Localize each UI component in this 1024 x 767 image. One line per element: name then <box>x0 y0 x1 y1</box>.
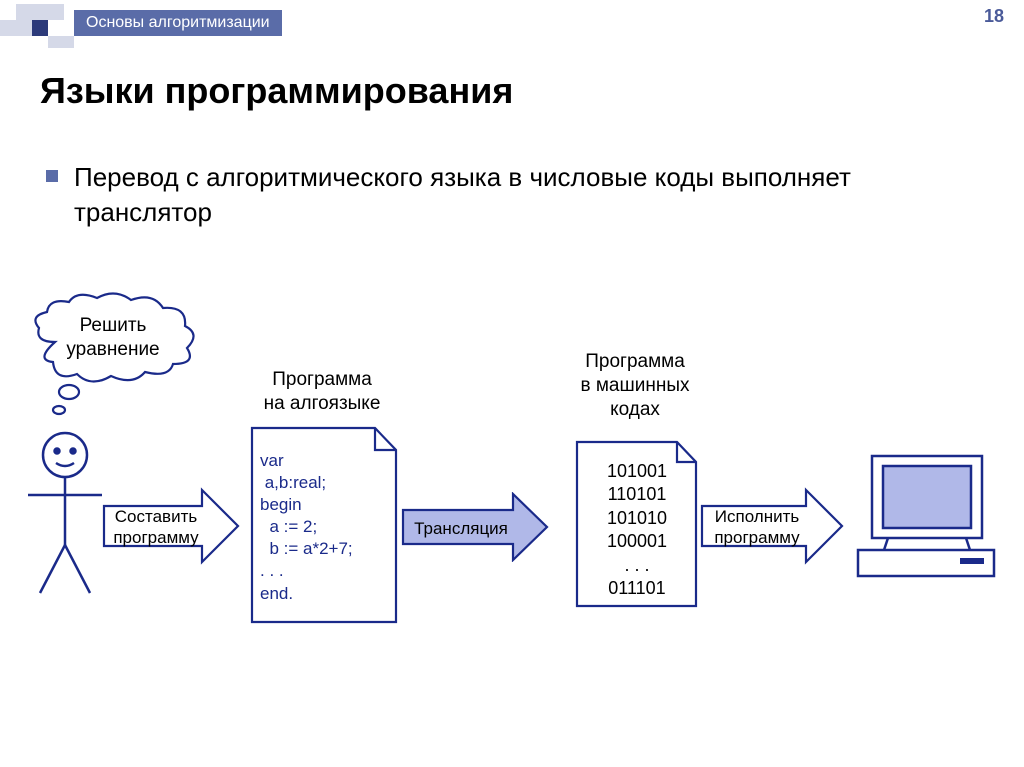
page-title: Языки программирования <box>40 70 513 112</box>
computer-icon <box>850 450 1000 600</box>
code-content: var a,b:real; begin a := 2; b := a*2+7; … <box>260 450 390 605</box>
arrow2-label: Трансляция <box>406 518 516 539</box>
doc1-label: Программа на алгоязыке <box>242 368 402 416</box>
arrow1-label: Составить программу <box>108 506 204 549</box>
thought-cloud-icon <box>25 292 205 432</box>
breadcrumb: Основы алгоритмизации <box>74 10 282 36</box>
breadcrumb-text: Основы алгоритмизации <box>86 14 270 32</box>
doc2-label: Программа в машинных кодах <box>555 350 715 421</box>
flow-diagram: Решить уравнение Составить программу Про… <box>0 300 1024 700</box>
page-number: 18 <box>984 6 1004 27</box>
header-decoration <box>0 0 80 50</box>
arrow3-label: Исполнить программу <box>706 506 808 549</box>
bullet-marker <box>46 170 58 182</box>
bullet-item: Перевод с алгоритмического языка в число… <box>46 160 926 230</box>
cloud-label: Решить уравнение <box>48 314 178 362</box>
binary-content: 101001 110101 101010 100001 . . . 011101 <box>583 460 691 600</box>
bullet-text: Перевод с алгоритмического языка в число… <box>74 160 926 230</box>
